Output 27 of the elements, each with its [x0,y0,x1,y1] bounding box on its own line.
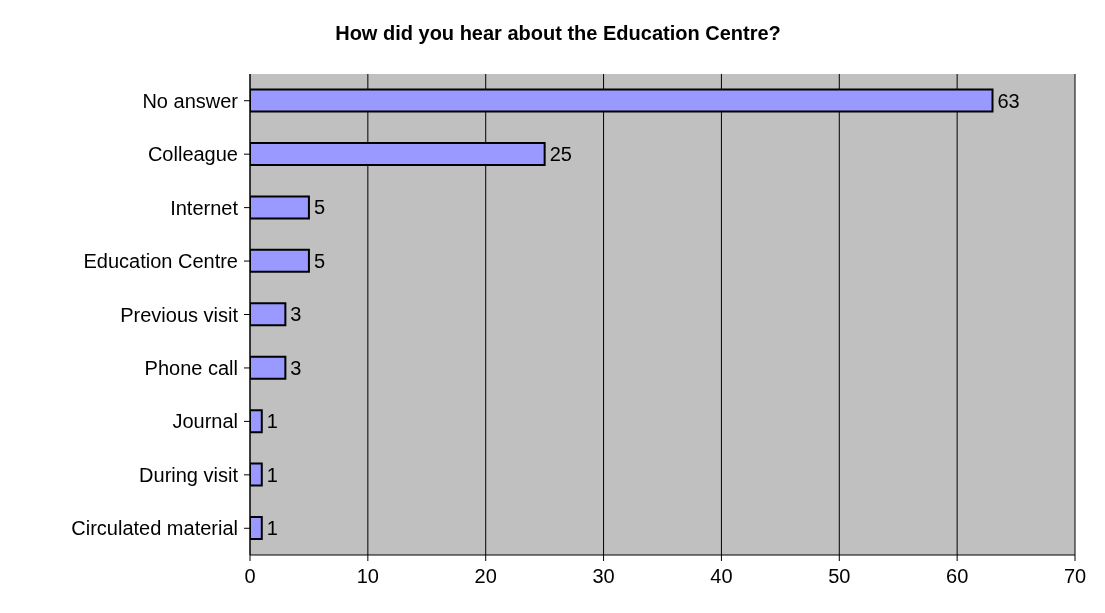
x-tick-label: 0 [244,565,256,588]
y-tick-label: Education Centre [83,250,238,273]
x-tick-label: 10 [356,565,379,588]
y-tick-label: During visit [139,463,239,486]
x-tick-label: 40 [710,565,733,588]
x-tick-label: 60 [946,565,969,588]
data-label: 1 [266,410,278,433]
x-tick-label: 50 [828,565,851,588]
y-tick-label: Circulated material [71,517,238,540]
y-tick-label: Internet [170,196,239,219]
x-tick-label: 20 [474,565,497,588]
data-label: 25 [549,143,572,166]
y-tick-label: Phone call [144,357,238,380]
data-label: 1 [266,463,278,486]
y-tick-label: No answer [142,89,239,112]
data-label: 3 [290,303,302,326]
y-tick-label: Colleague [147,143,238,166]
data-label: 3 [290,356,302,379]
y-tick-label: Previous visit [120,303,239,326]
data-label: 1 [266,517,278,540]
data-label: 63 [997,89,1020,112]
data-label: 5 [313,249,326,272]
chart-title: How did you hear about the Education Centre? [334,22,782,45]
x-tick-label: 30 [592,565,615,588]
data-label: 5 [313,196,326,219]
x-tick-label: 70 [1063,565,1087,588]
y-tick-label: Journal [172,410,238,433]
